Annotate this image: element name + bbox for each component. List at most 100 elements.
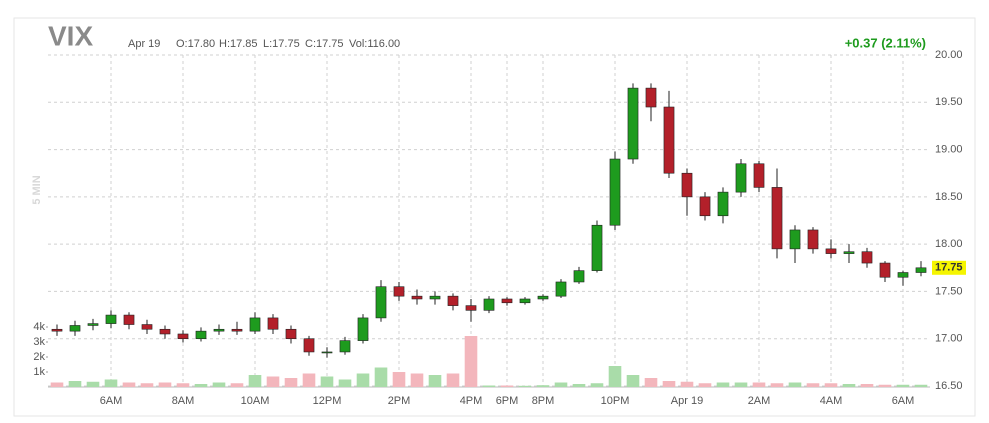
candle-body [753, 163, 765, 188]
x-tick-label: 6PM [496, 395, 519, 407]
volume-bar [266, 376, 280, 387]
volume-bar [464, 336, 478, 387]
candle-body [843, 251, 855, 254]
candle-body [717, 191, 729, 217]
candle-body [51, 328, 63, 332]
candle-body [447, 295, 459, 306]
candle-body [321, 351, 333, 354]
y-tick-label: 18.00 [935, 238, 963, 250]
volume-bar [644, 378, 658, 387]
candle-body [915, 267, 927, 273]
candle-body [195, 330, 207, 340]
x-tick-label: 10AM [241, 395, 270, 407]
candle-body [519, 298, 531, 304]
candle-body [249, 317, 261, 332]
header-volume: Vol:116.00 [349, 38, 400, 50]
volume-bar [86, 381, 100, 387]
candle-body [861, 251, 873, 264]
volume-bar [716, 382, 730, 387]
volume-bar [608, 366, 622, 387]
y-tick-label: 17.50 [935, 285, 963, 297]
header-close: C:17.75 [305, 38, 344, 50]
volume-bar [392, 372, 406, 387]
volume-bar [536, 385, 550, 387]
candle-body [735, 163, 747, 193]
volume-bar [194, 384, 208, 387]
volume-bar [302, 373, 316, 387]
candle-body [483, 298, 495, 311]
volume-bar [788, 382, 802, 387]
x-tick-label: 4AM [820, 395, 843, 407]
volume-bar [698, 383, 712, 387]
candle-body [303, 338, 315, 353]
volume-bar [140, 383, 154, 387]
candle-body [663, 106, 675, 174]
candle-body [897, 272, 909, 278]
candle-body [141, 324, 153, 330]
volume-bar [734, 382, 748, 387]
candle-body [807, 229, 819, 250]
header-date: Apr 19 [128, 38, 160, 50]
y-tick-label: 19.50 [935, 96, 963, 108]
y-tick-label: 19.00 [935, 143, 963, 155]
header-high: H:17.85 [219, 38, 258, 50]
volume-bar [482, 385, 496, 387]
x-tick-label: 12PM [313, 395, 342, 407]
volume-bar [104, 379, 118, 387]
x-tick-label: 10PM [601, 395, 630, 407]
x-tick-label: 2AM [748, 395, 771, 407]
volume-bar [500, 385, 514, 387]
x-tick-label: 8PM [532, 395, 555, 407]
volume-bar [158, 382, 172, 387]
volume-tick-label: 3k [33, 336, 45, 348]
candle-body [231, 328, 243, 332]
candle-body [285, 328, 297, 340]
volume-tick-label: 1k [33, 366, 45, 378]
candle-body [591, 224, 603, 271]
volume-tick-label: 4k [33, 321, 45, 333]
volume-bar [554, 382, 568, 387]
candle-body [69, 325, 81, 332]
candle-body [555, 281, 567, 297]
volume-bar [896, 384, 910, 387]
candle-body [429, 295, 441, 300]
last-price-label: 17.75 [935, 262, 963, 274]
volume-bar [284, 378, 298, 387]
candle-body [771, 187, 783, 250]
volume-tick-label: 2k [33, 351, 45, 363]
volume-bar [572, 384, 586, 387]
candle-body [267, 317, 279, 330]
candle-body [537, 295, 549, 300]
volume-bar [248, 375, 262, 387]
candle-body [573, 270, 585, 283]
candle-body [411, 295, 423, 300]
candle-body [339, 340, 351, 353]
y-tick-label: 20.00 [935, 49, 963, 61]
volume-bar [518, 385, 532, 387]
volume-bar [446, 373, 460, 387]
volume-bar [878, 384, 892, 387]
volume-bar [680, 381, 694, 387]
x-tick-label: 8AM [172, 395, 195, 407]
candle-body [123, 314, 135, 325]
chart-frame [13, 17, 976, 417]
candle-body [645, 87, 657, 108]
candle-body [465, 305, 477, 311]
volume-bar [806, 383, 820, 387]
y-tick-label: 17.00 [935, 333, 963, 345]
last-price-badge [932, 260, 966, 275]
x-tick-label: 6AM [100, 395, 123, 407]
volume-bar [212, 382, 226, 387]
candle-body [177, 333, 189, 340]
candle-body [105, 314, 117, 324]
candle-body [879, 262, 891, 278]
volume-bar [374, 367, 388, 387]
y-tick-label: 16.50 [935, 380, 963, 392]
symbol: VIX [48, 20, 93, 51]
candle-body [825, 248, 837, 254]
candle-body [501, 298, 513, 304]
volume-bar [824, 383, 838, 387]
volume-bar [752, 382, 766, 387]
header-open: O:17.80 [176, 38, 215, 50]
